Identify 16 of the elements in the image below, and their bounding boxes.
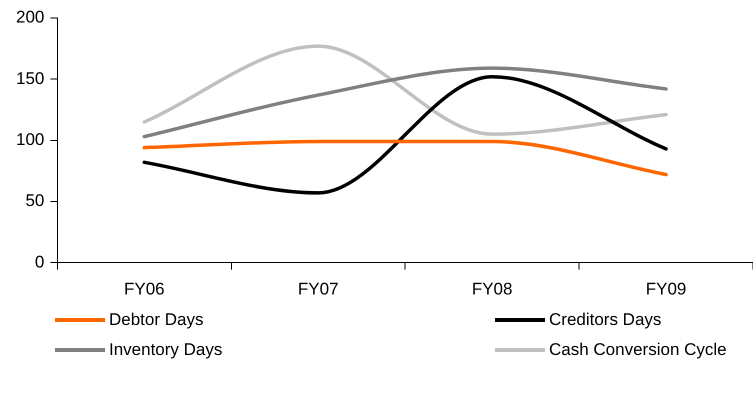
- y-tick-label: 0: [34, 252, 44, 272]
- y-tick-label: 100: [16, 130, 44, 149]
- x-tick-label: FY07: [298, 279, 339, 298]
- legend-label: Inventory Days: [109, 340, 222, 360]
- line-series: [142, 66, 668, 138]
- legend-label: Creditors Days: [549, 310, 662, 330]
- line-series: [142, 44, 668, 136]
- legend-label: Debtor Days: [109, 310, 204, 330]
- line-series: [142, 74, 668, 195]
- legend-label: Cash Conversion Cycle: [549, 340, 727, 360]
- y-tick-label: 200: [16, 8, 44, 27]
- y-tick-label: 150: [16, 68, 44, 88]
- x-tick-label: FY09: [646, 279, 686, 298]
- x-tick-label: FY08: [472, 279, 512, 298]
- x-tick-label: FY06: [124, 279, 165, 298]
- y-tick-label: 50: [25, 191, 44, 210]
